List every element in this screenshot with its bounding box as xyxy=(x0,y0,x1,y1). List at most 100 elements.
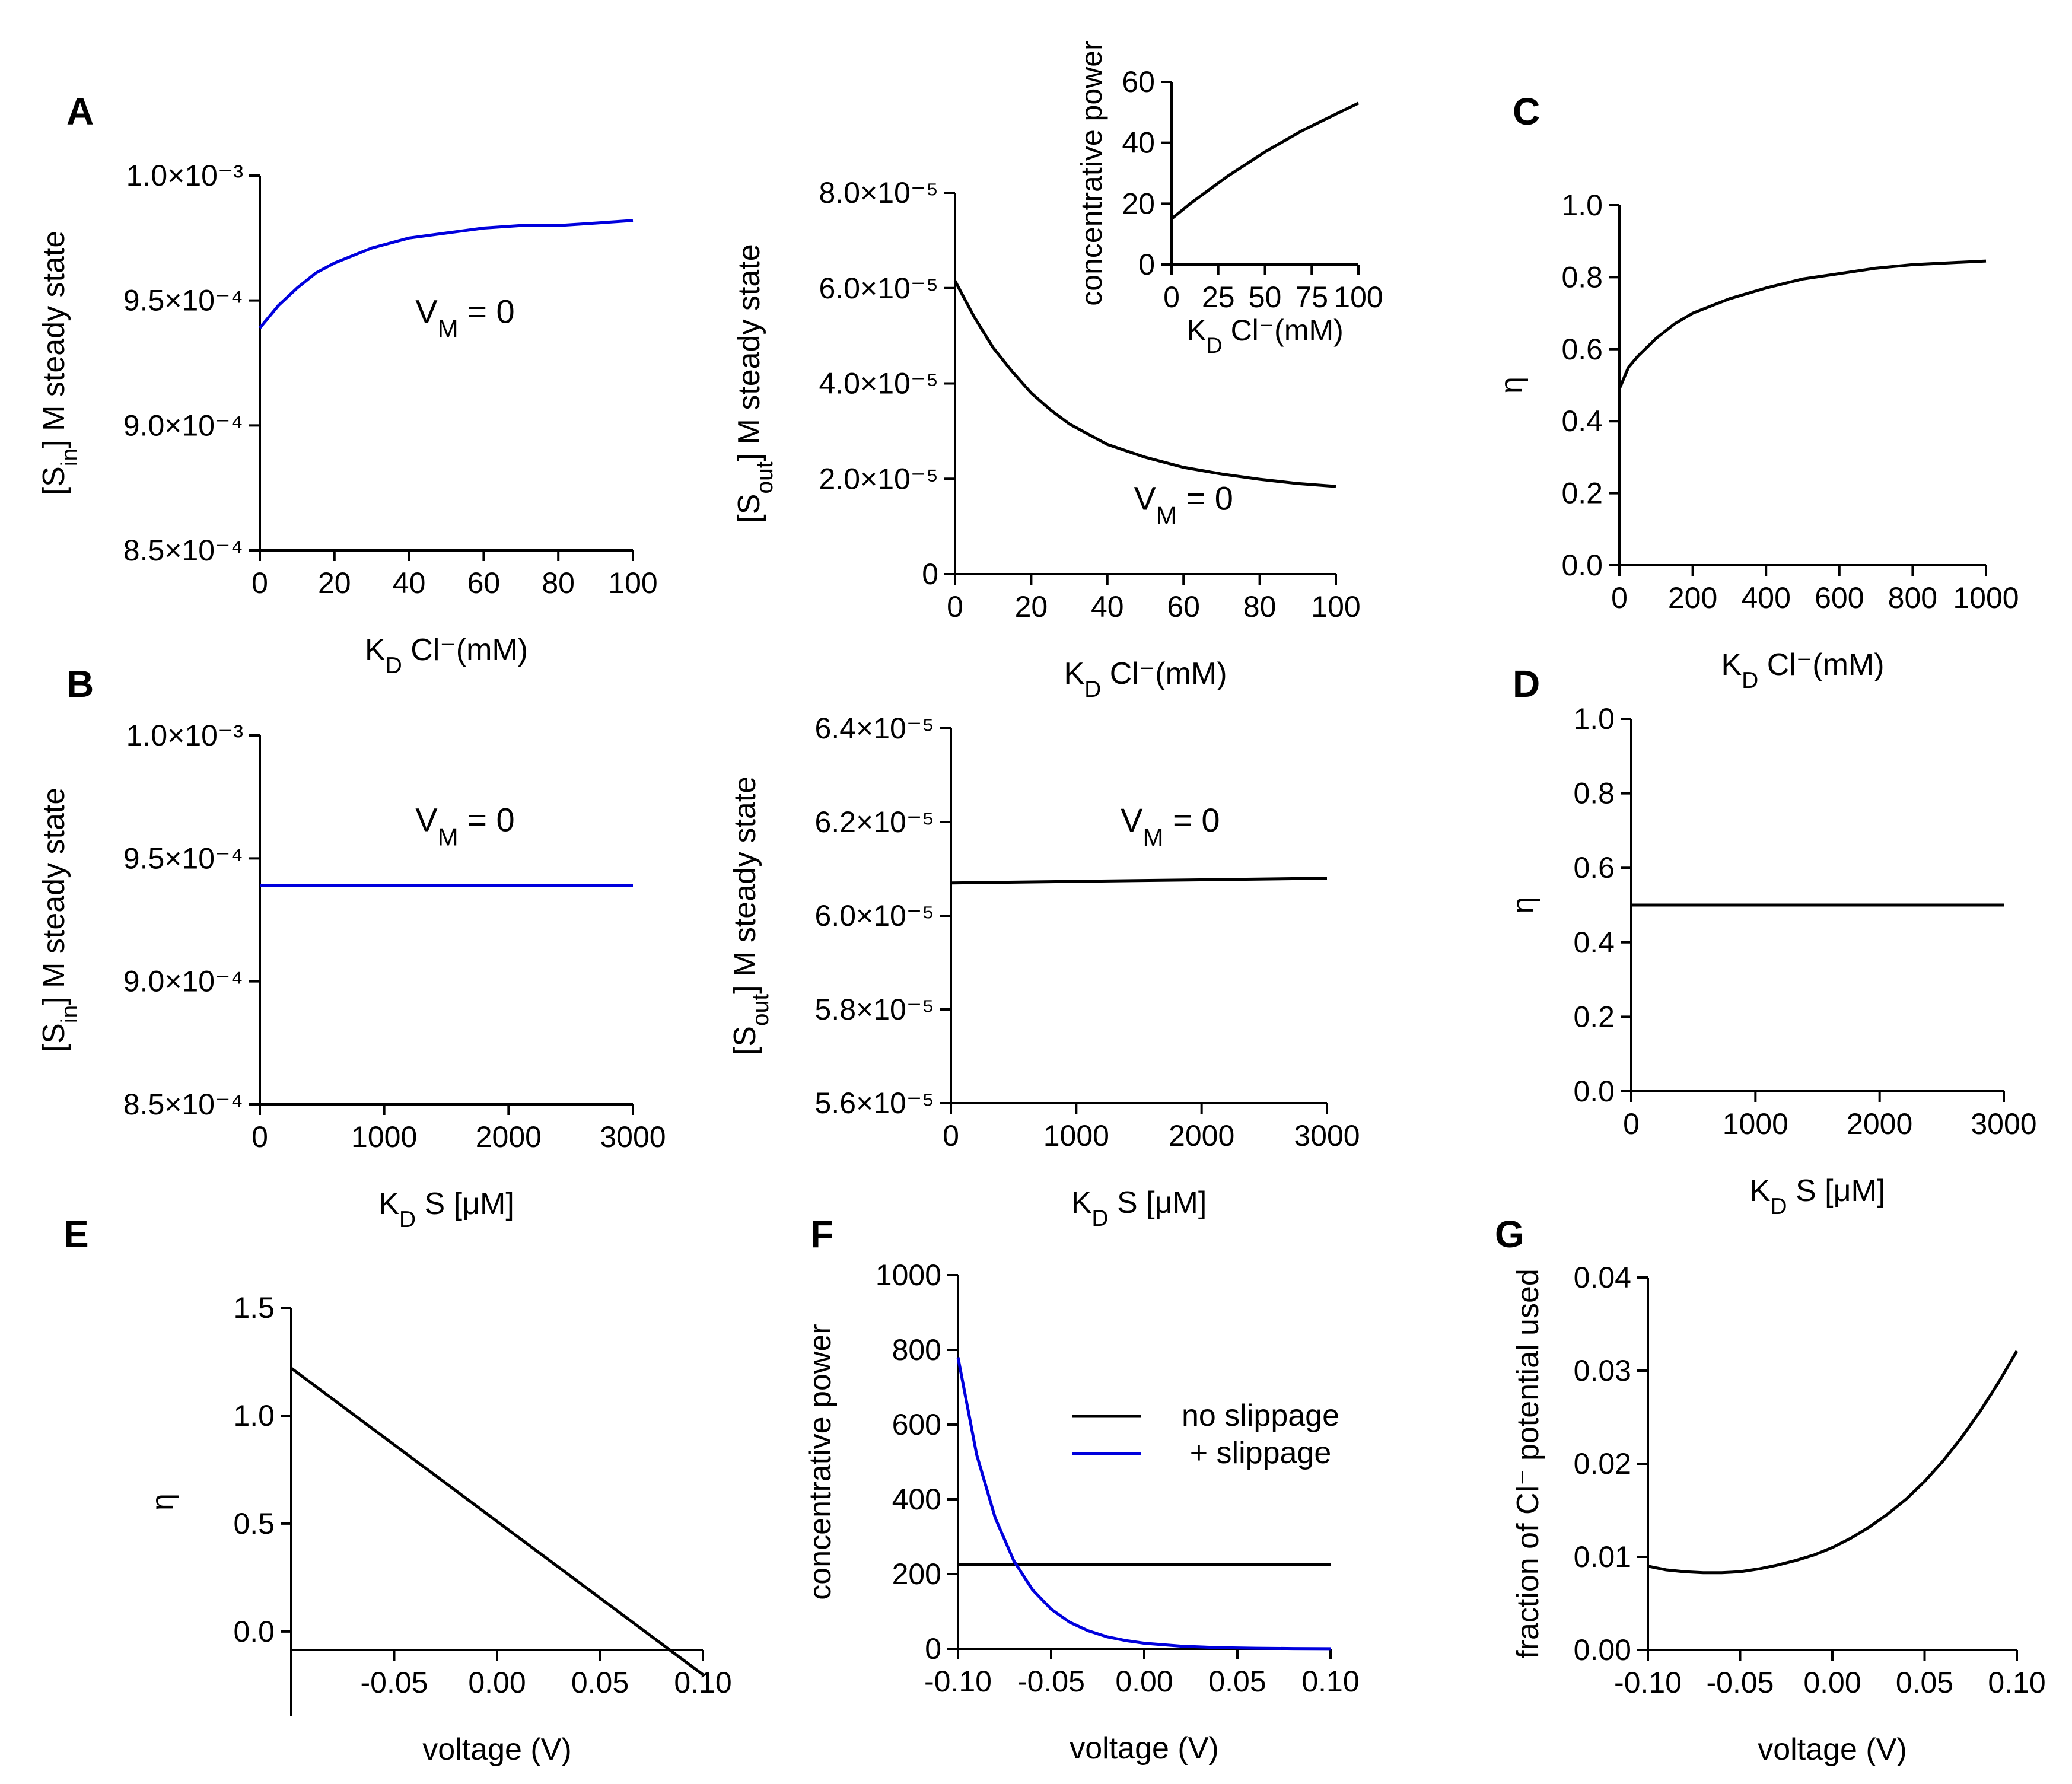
panel-letter: B xyxy=(66,662,94,705)
y-tick-label: 0.0 xyxy=(233,1615,275,1648)
series-line-0 xyxy=(259,219,634,329)
panel-letter: D xyxy=(1513,662,1540,705)
x-tick-label: 2000 xyxy=(1847,1107,1912,1141)
x-tick-label: 0.10 xyxy=(1988,1666,2045,1699)
series-line-0 xyxy=(950,877,1328,885)
y-tick-label: 1.0×10⁻³ xyxy=(126,159,243,192)
x-tick-label: 0.10 xyxy=(674,1666,731,1699)
x-tick-label: 0 xyxy=(1623,1107,1640,1141)
x-tick-label: 0.10 xyxy=(1301,1665,1359,1698)
x-tick-label: -0.10 xyxy=(1614,1666,1682,1699)
y-tick-label: 600 xyxy=(892,1408,941,1441)
x-axis-label: KD Cl⁻(mM) xyxy=(1721,648,1884,693)
x-tick-label: 3000 xyxy=(1971,1107,2036,1141)
y-tick-label: 6.0×10⁻⁵ xyxy=(815,899,934,932)
y-axis-label: [Sout] M steady state xyxy=(732,244,778,523)
y-tick-label: 1.0×10⁻³ xyxy=(126,719,243,752)
annotation: VM = 0 xyxy=(1121,801,1220,851)
x-tick-label: 0 xyxy=(252,566,268,600)
y-tick-label: 0 xyxy=(925,1632,941,1665)
series-line-0 xyxy=(1618,259,1987,390)
y-tick-label: 1.0 xyxy=(1561,189,1603,222)
x-tick-label: 0.00 xyxy=(1803,1666,1861,1699)
y-tick-label: 1.0 xyxy=(233,1399,275,1432)
x-tick-label: 200 xyxy=(1668,581,1717,614)
x-axis-label: KD S [μM] xyxy=(1071,1186,1207,1231)
y-tick-label: 1000 xyxy=(876,1259,941,1292)
x-tick-label: 0.00 xyxy=(468,1666,526,1699)
y-tick-label: 0.01 xyxy=(1574,1540,1631,1573)
y-tick-label: 1.0 xyxy=(1573,702,1615,735)
panel-letter: F xyxy=(810,1213,833,1256)
series-line-0 xyxy=(1170,101,1360,220)
x-tick-label: 800 xyxy=(1888,581,1937,614)
y-tick-label: 0.02 xyxy=(1574,1447,1631,1480)
y-tick-label: 40 xyxy=(1122,126,1155,160)
y-tick-label: 6.4×10⁻⁵ xyxy=(815,712,934,745)
x-tick-label: 0 xyxy=(252,1120,268,1154)
x-tick-label: 0.05 xyxy=(571,1666,629,1699)
x-tick-label: 60 xyxy=(1167,590,1200,623)
y-tick-label: 2.0×10⁻⁵ xyxy=(819,462,938,495)
x-tick-label: 80 xyxy=(542,566,575,600)
x-tick-label: 600 xyxy=(1815,581,1864,614)
y-tick-label: 6.0×10⁻⁵ xyxy=(819,272,938,305)
y-tick-label: 0.6 xyxy=(1561,333,1603,366)
x-tick-label: 0.05 xyxy=(1208,1665,1266,1698)
x-tick-label: 2000 xyxy=(1169,1119,1234,1152)
y-tick-label: 0 xyxy=(1138,248,1155,281)
chart-b-mid: 5.6×10⁻⁵ 5.8×10⁻⁵ 6.0×10⁻⁵ 6.2×10⁻⁵ 6.4×10⁻⁵… xyxy=(728,712,1360,1231)
panel-letter: A xyxy=(66,90,94,133)
chart-c: 0.0 0.2 0.4 0.6 0.8 1.0 0 200 400 600 800 1000 KD Cl… xyxy=(1494,90,2019,693)
y-axis-label: concentrative power xyxy=(803,1324,838,1600)
legend-label: + slippage xyxy=(1190,1436,1332,1470)
panel-letter: C xyxy=(1513,90,1540,133)
y-tick-label: 0.8 xyxy=(1561,260,1603,294)
panel-letter: G xyxy=(1495,1213,1524,1256)
annotation: VM = 0 xyxy=(415,801,514,851)
y-axis-label: [Sin] M steady state xyxy=(37,788,82,1053)
x-tick-label: 80 xyxy=(1243,590,1277,623)
y-tick-label: 20 xyxy=(1122,187,1155,220)
x-tick-label: 0 xyxy=(947,590,963,623)
y-axis-label: [Sin] M steady state xyxy=(37,231,82,496)
x-tick-label: 75 xyxy=(1295,281,1328,314)
series-line-0 xyxy=(953,280,1336,488)
y-tick-label: 0.8 xyxy=(1573,777,1615,810)
y-tick-label: 0.4 xyxy=(1561,404,1603,438)
y-tick-label: 800 xyxy=(892,1333,941,1366)
annotation: VM = 0 xyxy=(415,293,514,343)
x-tick-label: 40 xyxy=(393,566,426,600)
y-tick-label: 6.2×10⁻⁵ xyxy=(815,805,934,839)
x-tick-label: 3000 xyxy=(1294,1119,1360,1152)
y-tick-label: 9.5×10⁻⁴ xyxy=(123,842,243,875)
y-tick-label: 9.5×10⁻⁴ xyxy=(123,284,243,317)
y-axis-label: η xyxy=(1506,897,1541,914)
x-tick-label: 20 xyxy=(318,566,351,600)
y-axis-label: [Sout] M steady state xyxy=(728,776,774,1055)
x-tick-label: 1000 xyxy=(1953,581,2019,614)
y-tick-label: 0.03 xyxy=(1574,1354,1631,1387)
legend: no slippage+ slippage xyxy=(1072,1398,1339,1470)
x-axis-label: KD S [μM] xyxy=(1750,1174,1886,1219)
y-tick-label: 8.5×10⁻⁴ xyxy=(123,1088,243,1121)
x-tick-label: 0.05 xyxy=(1896,1666,1953,1699)
x-tick-label: 0.00 xyxy=(1115,1665,1173,1698)
y-tick-label: 0.00 xyxy=(1574,1633,1631,1667)
x-tick-label: 0 xyxy=(1611,581,1628,614)
x-tick-label: -0.10 xyxy=(924,1665,992,1698)
chart-a-mid: 0 2.0×10⁻⁵ 4.0×10⁻⁵ 6.0×10⁻⁵ 8.0×10⁻⁵ 0 20 40 60… xyxy=(732,176,1361,702)
x-tick-label: 2000 xyxy=(476,1120,542,1154)
x-tick-label: -0.05 xyxy=(1017,1665,1085,1698)
x-tick-label: 50 xyxy=(1249,281,1282,314)
y-tick-label: 1.5 xyxy=(233,1291,275,1324)
x-tick-label: 1000 xyxy=(1723,1107,1788,1141)
chart-d: 0.0 0.2 0.4 0.6 0.8 1.0 0 1000 2000 3000 KD S [μM]… xyxy=(1506,662,2037,1219)
y-tick-label: 9.0×10⁻⁴ xyxy=(123,965,243,998)
x-tick-label: 60 xyxy=(467,566,501,600)
x-tick-label: 400 xyxy=(1741,581,1790,614)
chart-b-left: 8.5×10⁻⁴ 9.0×10⁻⁴ 9.5×10⁻⁴ 1.0×10⁻³ 0 1000 200… xyxy=(37,662,666,1232)
x-tick-label: 100 xyxy=(1311,590,1360,623)
